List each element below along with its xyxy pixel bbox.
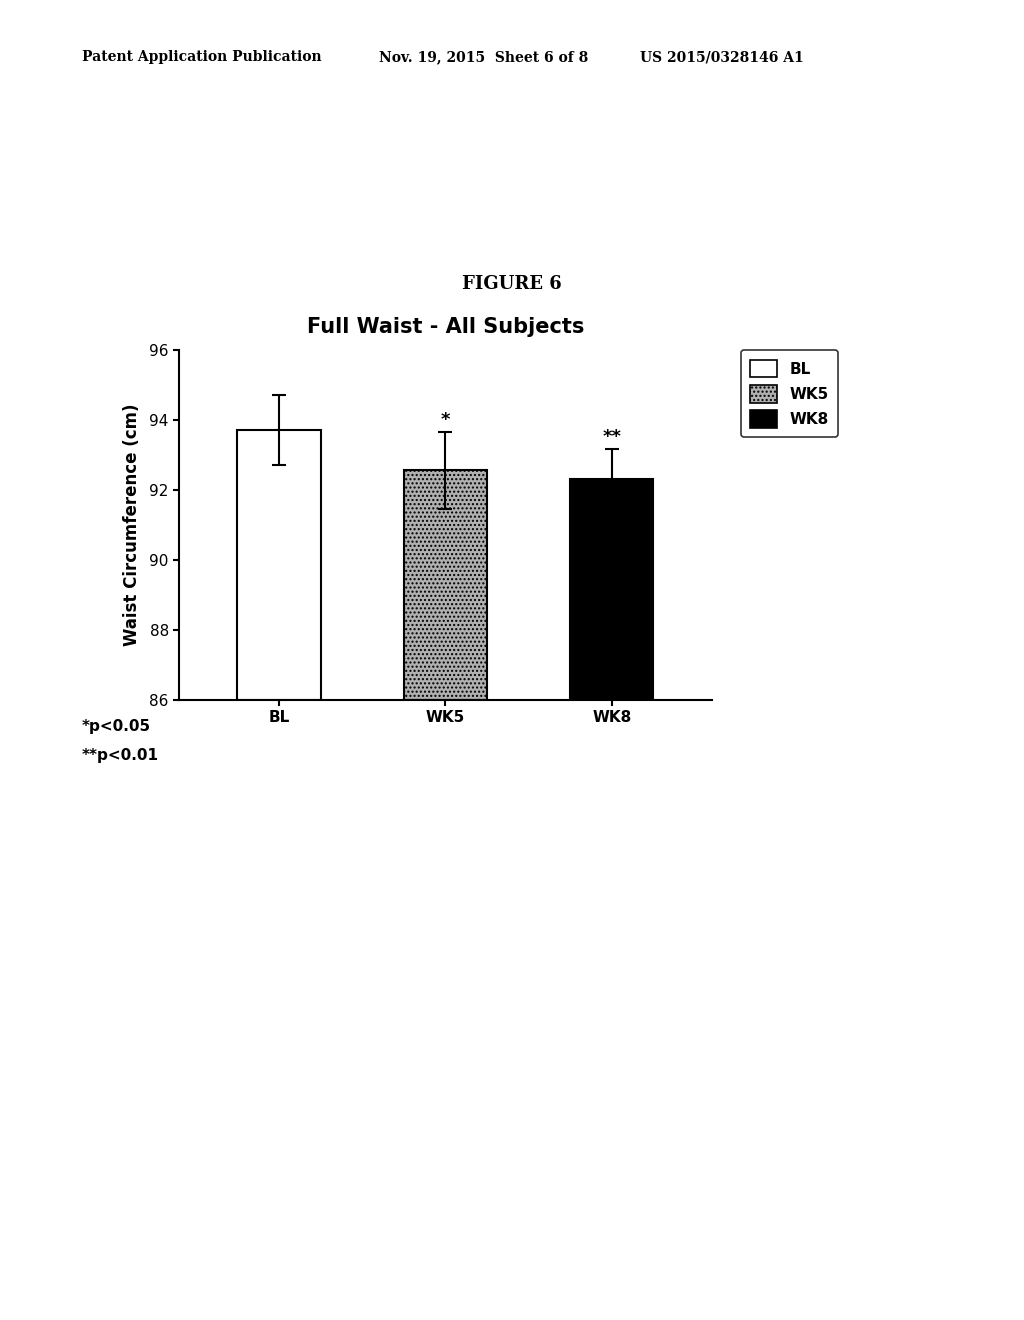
Title: Full Waist - All Subjects: Full Waist - All Subjects [307, 317, 584, 337]
Text: **p<0.01: **p<0.01 [82, 748, 159, 763]
Bar [238, 430, 321, 700]
Y-axis label: Waist Circumference (cm): Waist Circumference (cm) [123, 404, 141, 645]
Bar [570, 479, 653, 700]
Text: Nov. 19, 2015  Sheet 6 of 8: Nov. 19, 2015 Sheet 6 of 8 [379, 50, 588, 65]
Text: **: ** [602, 428, 622, 446]
Text: US 2015/0328146 A1: US 2015/0328146 A1 [640, 50, 804, 65]
Text: FIGURE 6: FIGURE 6 [462, 275, 562, 293]
Bar [403, 470, 487, 700]
Text: Patent Application Publication: Patent Application Publication [82, 50, 322, 65]
Text: *p<0.05: *p<0.05 [82, 719, 152, 734]
Text: *: * [440, 411, 451, 429]
Legend: BL, WK5, WK8: BL, WK5, WK8 [740, 350, 838, 437]
